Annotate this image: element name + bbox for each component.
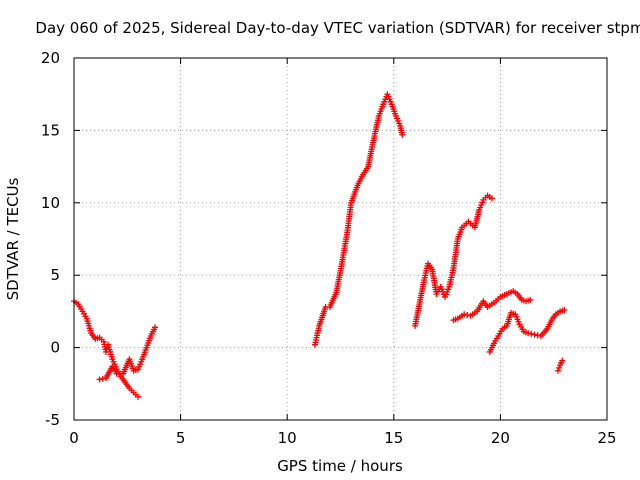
data-point xyxy=(461,311,468,318)
chart-title: Day 060 of 2025, Sidereal Day-to-day VTE… xyxy=(35,19,640,37)
y-tick-label: -5 xyxy=(45,411,60,429)
x-tick-label: 25 xyxy=(597,429,616,447)
data-point xyxy=(399,131,406,138)
y-tick-label: 10 xyxy=(41,194,60,212)
data-point xyxy=(488,195,495,202)
data-point xyxy=(554,367,561,374)
data-points xyxy=(71,91,568,400)
data-point xyxy=(134,393,141,400)
data-point xyxy=(99,375,106,382)
series-group xyxy=(71,298,141,400)
y-tick-label: 15 xyxy=(41,121,60,139)
y-tick-label: 20 xyxy=(41,49,60,67)
series-group xyxy=(554,357,566,374)
data-point xyxy=(534,332,541,339)
x-axis-label: GPS time / hours xyxy=(277,457,403,475)
data-point xyxy=(96,376,103,383)
x-tick-label: 20 xyxy=(491,429,510,447)
data-point xyxy=(561,306,568,313)
data-point xyxy=(525,330,532,337)
y-tick-label: 0 xyxy=(50,339,60,357)
series-group xyxy=(311,91,406,348)
grid-lines xyxy=(74,58,607,420)
data-point xyxy=(556,364,563,371)
series-group xyxy=(450,288,534,324)
x-tick-label: 10 xyxy=(278,429,297,447)
plot-frame xyxy=(73,57,608,421)
data-point xyxy=(527,296,534,303)
series-group xyxy=(96,324,159,383)
x-tick-label: 0 xyxy=(69,429,79,447)
series-group xyxy=(412,192,495,329)
data-point xyxy=(528,330,535,337)
data-point xyxy=(559,357,566,364)
x-tick-label: 15 xyxy=(384,429,403,447)
y-tick-label: 5 xyxy=(50,266,60,284)
series-group xyxy=(486,306,568,355)
data-point xyxy=(531,331,538,338)
data-point xyxy=(464,312,471,319)
y-axis-label: SDTVAR / TECUs xyxy=(4,177,22,300)
data-point xyxy=(152,324,159,331)
x-tick-label: 5 xyxy=(176,429,186,447)
